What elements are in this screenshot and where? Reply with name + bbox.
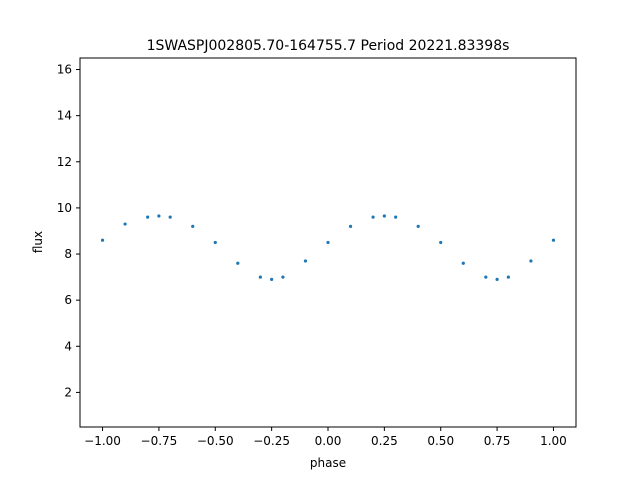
x-tick-label: 1.00 [540, 434, 567, 448]
data-point [213, 240, 217, 245]
y-tick-label: 12 [57, 155, 72, 169]
x-axis: −1.00 −0.75 −0.50 −0.25 0.00 0.25 0.50 0.75 1.00 [84, 427, 567, 448]
scatter-points [100, 214, 556, 281]
y-axis-label: flux [31, 231, 45, 253]
x-tick-label: 0.00 [315, 434, 342, 448]
x-tick-label: 0.50 [427, 434, 454, 448]
data-point [258, 275, 262, 279]
y-tick-label: 6 [64, 293, 72, 307]
data-point [371, 215, 375, 219]
data-point [461, 261, 465, 265]
y-tick-label: 4 [64, 339, 72, 353]
y-tick-label: 2 [64, 385, 72, 399]
x-tick-label: −1.00 [84, 434, 121, 448]
data-point [157, 214, 161, 218]
data-point [281, 275, 285, 279]
data-point [529, 259, 533, 263]
y-tick-label: 8 [64, 247, 72, 261]
data-point [236, 261, 240, 265]
data-point [551, 238, 556, 242]
data-point [146, 215, 150, 219]
x-tick-label: −0.50 [197, 434, 234, 448]
y-tick-label: 10 [57, 201, 72, 215]
data-point [495, 277, 499, 281]
data-point [303, 259, 308, 263]
x-axis-label: phase [310, 456, 346, 470]
y-tick-label: 16 [57, 63, 72, 77]
data-point [416, 224, 420, 228]
y-axis: 2 4 6 8 10 12 14 16 [57, 63, 80, 399]
data-point [270, 277, 274, 281]
data-point [394, 215, 398, 219]
data-point [439, 240, 443, 245]
x-tick-label: 0.25 [371, 434, 398, 448]
y-tick-label: 14 [57, 109, 72, 123]
data-point [123, 222, 127, 226]
x-tick-label: −0.25 [253, 434, 290, 448]
data-point [506, 275, 510, 279]
data-point [326, 240, 330, 245]
data-point [382, 214, 386, 218]
data-point [191, 224, 195, 228]
x-tick-label: −0.75 [141, 434, 178, 448]
x-tick-label: 0.75 [484, 434, 511, 448]
data-point [168, 215, 172, 219]
chart-title: 1SWASPJ002805.70-164755.7 Period 20221.8… [147, 38, 510, 54]
data-point [100, 238, 105, 242]
data-point [348, 224, 353, 228]
data-point [484, 275, 488, 279]
